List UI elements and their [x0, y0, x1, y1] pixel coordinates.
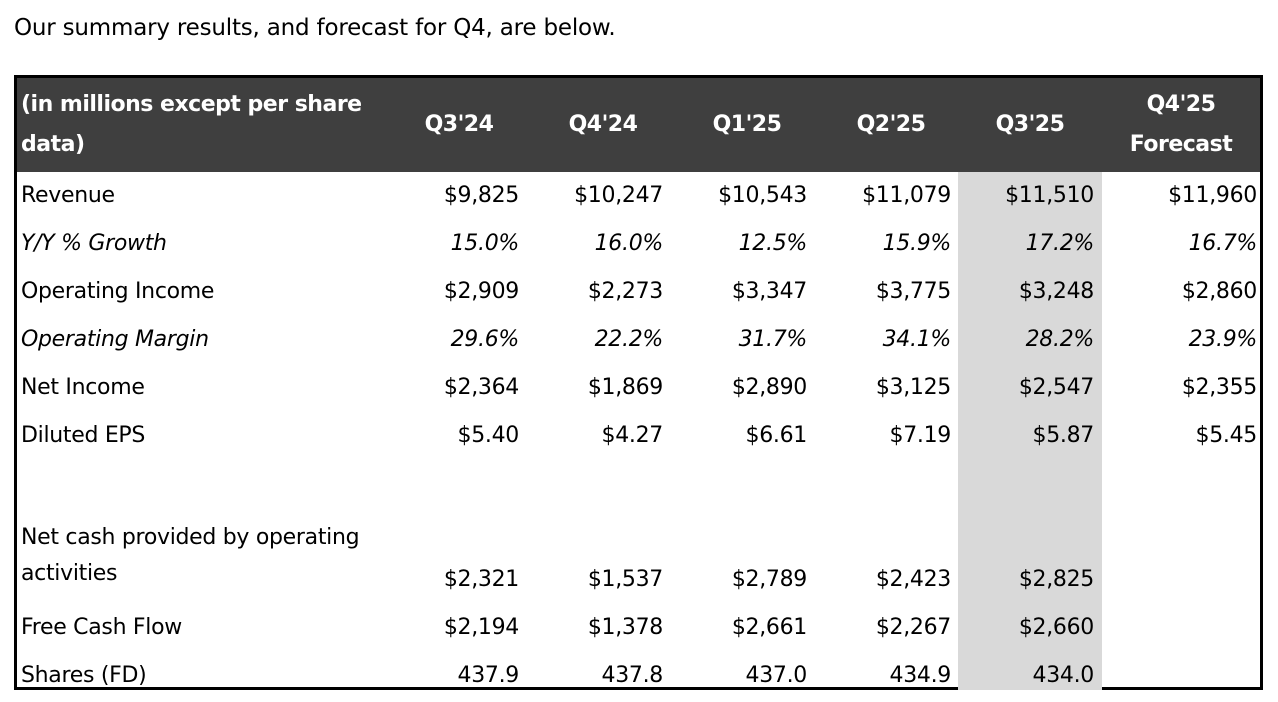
table-cell: $2,423 — [875, 567, 951, 592]
header-q4-24: Q4'24 — [568, 112, 638, 137]
table-cell: $11,079 — [862, 183, 951, 208]
header-q1-25: Q1'25 — [712, 112, 782, 137]
table-row-net-cash-operating: Net cash provided by operating activitie… — [17, 508, 1260, 604]
table-cell: $2,909 — [443, 279, 519, 304]
table-cell: $3,248 — [1018, 279, 1094, 304]
table-cell: 437.8 — [601, 663, 664, 688]
header-units-label: (in millions except per share data) — [21, 92, 362, 157]
table-cell: $5.45 — [1195, 423, 1258, 448]
table-cell: $2,825 — [1018, 567, 1094, 592]
row-label: Shares (FD) — [21, 663, 147, 688]
table-cell — [1102, 652, 1257, 700]
table-row-diluted-eps: Diluted EPS $5.40 $4.27 $6.61 $7.19 $5.8… — [17, 412, 1260, 460]
table-cell: 28.2% — [1025, 327, 1095, 352]
table-cell: $2,355 — [1181, 375, 1257, 400]
table-cell: $10,543 — [718, 183, 807, 208]
intro-text: Our summary results, and forecast for Q4… — [14, 15, 616, 41]
row-label: Free Cash Flow — [21, 615, 182, 640]
table-cell: $5.40 — [457, 423, 520, 448]
table-cell: 434.0 — [1032, 663, 1095, 688]
table-cell: 29.6% — [450, 327, 520, 352]
table-cell: $2,661 — [731, 615, 807, 640]
table-cell: 15.0% — [450, 231, 520, 256]
table-cell: $2,547 — [1018, 375, 1094, 400]
table-cell: 434.9 — [889, 663, 952, 688]
row-label: Diluted EPS — [21, 423, 146, 448]
table-cell — [1102, 508, 1257, 604]
table-header: (in millions except per share data) Q3'2… — [17, 78, 1260, 172]
table-body: Revenue $9,825 $10,247 $10,543 $11,079 $… — [17, 172, 1260, 700]
table-row-free-cash-flow: Free Cash Flow $2,194 $1,378 $2,661 $2,2… — [17, 604, 1260, 652]
table-cell: $7.19 — [889, 423, 952, 448]
table-cell: $1,378 — [587, 615, 663, 640]
table-cell: 17.2% — [1025, 231, 1095, 256]
table-cell: $2,789 — [731, 567, 807, 592]
table-cell: $4.27 — [601, 423, 664, 448]
table-cell: $5.87 — [1032, 423, 1095, 448]
table-cell: $2,321 — [443, 567, 519, 592]
table-cell: $1,537 — [587, 567, 663, 592]
table-cell: 23.9% — [1188, 327, 1258, 352]
header-q3-25: Q3'25 — [995, 112, 1065, 137]
table-row-net-income: Net Income $2,364 $1,869 $2,890 $3,125 $… — [17, 364, 1260, 412]
table-cell: $3,125 — [875, 375, 951, 400]
table-cell: 31.7% — [738, 327, 808, 352]
table-cell: $1,869 — [587, 375, 663, 400]
q3-25-column-highlight — [958, 172, 1102, 690]
table-row-revenue: Revenue $9,825 $10,247 $10,543 $11,079 $… — [17, 172, 1260, 220]
table-cell: 16.0% — [594, 231, 664, 256]
table-cell: 12.5% — [738, 231, 808, 256]
table-cell: 15.9% — [882, 231, 952, 256]
table-row-operating-income: Operating Income $2,909 $2,273 $3,347 $3… — [17, 268, 1260, 316]
table-cell: 16.7% — [1188, 231, 1258, 256]
table-cell: $11,510 — [1005, 183, 1094, 208]
header-q2-25: Q2'25 — [856, 112, 926, 137]
table-row-yy-growth: Y/Y % Growth 15.0% 16.0% 12.5% 15.9% 17.… — [17, 220, 1260, 268]
row-label: Revenue — [21, 183, 115, 208]
table-cell: $2,364 — [443, 375, 519, 400]
table-cell: $2,273 — [587, 279, 663, 304]
table-cell: 437.0 — [745, 663, 808, 688]
table-cell: 34.1% — [882, 327, 952, 352]
table-cell: $3,775 — [875, 279, 951, 304]
table-cell: $6.61 — [745, 423, 808, 448]
table-cell: $2,860 — [1181, 279, 1257, 304]
table-row-operating-margin: Operating Margin 29.6% 22.2% 31.7% 34.1%… — [17, 316, 1260, 364]
table-cell: $9,825 — [443, 183, 519, 208]
table-cell: $11,960 — [1168, 183, 1257, 208]
table-cell: $2,660 — [1018, 615, 1094, 640]
row-label: Operating Income — [21, 279, 215, 304]
table-cell — [1102, 604, 1257, 652]
table-cell: $2,194 — [443, 615, 519, 640]
table-spacer-row — [17, 460, 1260, 508]
table-cell: $3,347 — [731, 279, 807, 304]
row-label: Net Income — [21, 375, 145, 400]
table-cell: $10,247 — [574, 183, 663, 208]
row-label: Operating Margin — [21, 327, 209, 352]
header-q4-25-forecast: Q4'25 Forecast — [1129, 92, 1233, 157]
table-cell: 22.2% — [594, 327, 664, 352]
table-row-shares-fd: Shares (FD) 437.9 437.8 437.0 434.9 434.… — [17, 652, 1260, 700]
row-label: Net cash provided by operating activitie… — [21, 525, 360, 586]
header-q3-24: Q3'24 — [424, 112, 494, 137]
table-cell: $2,890 — [731, 375, 807, 400]
table-cell: 437.9 — [457, 663, 520, 688]
row-label: Y/Y % Growth — [21, 231, 167, 256]
summary-results-table: (in millions except per share data) Q3'2… — [14, 75, 1263, 690]
table-cell: $2,267 — [875, 615, 951, 640]
